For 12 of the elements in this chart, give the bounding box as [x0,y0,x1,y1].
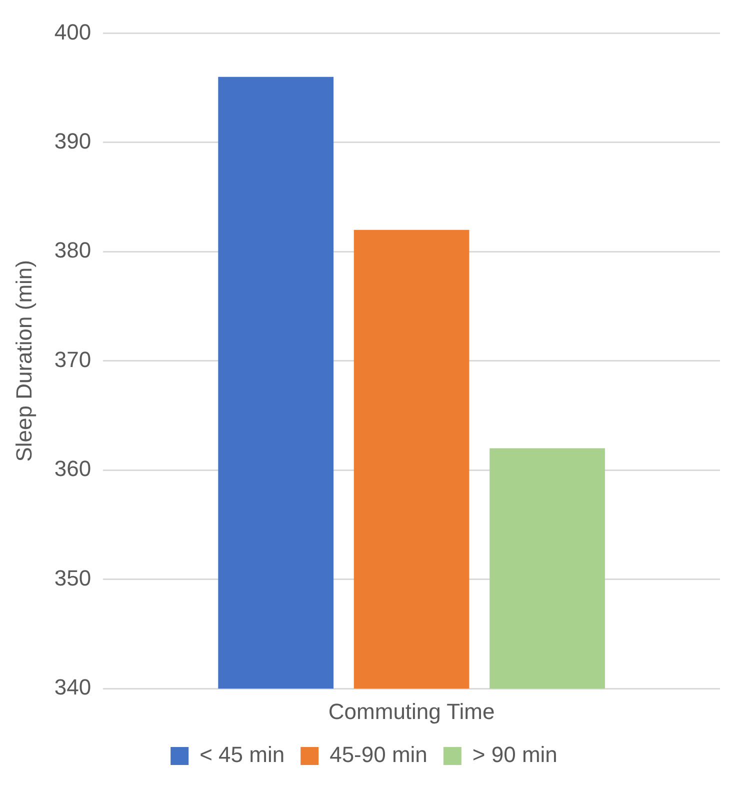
y-tick-label: 370 [54,346,92,372]
y-tick-label: 340 [54,674,92,700]
y-tick-label: 380 [54,238,92,263]
x-tick-label: Commuting Time [328,698,495,724]
legend-label: < 45 min [200,742,285,768]
y-tick-label: 350 [54,565,92,590]
y-tick-label: 390 [54,128,92,154]
y-axis-title: Sleep Duration (min) [11,260,36,462]
y-tick-label: 360 [54,456,92,482]
legend-label: > 90 min [472,742,558,768]
legend-label: 45-90 min [330,742,428,768]
y-tick-label: 400 [54,19,92,44]
